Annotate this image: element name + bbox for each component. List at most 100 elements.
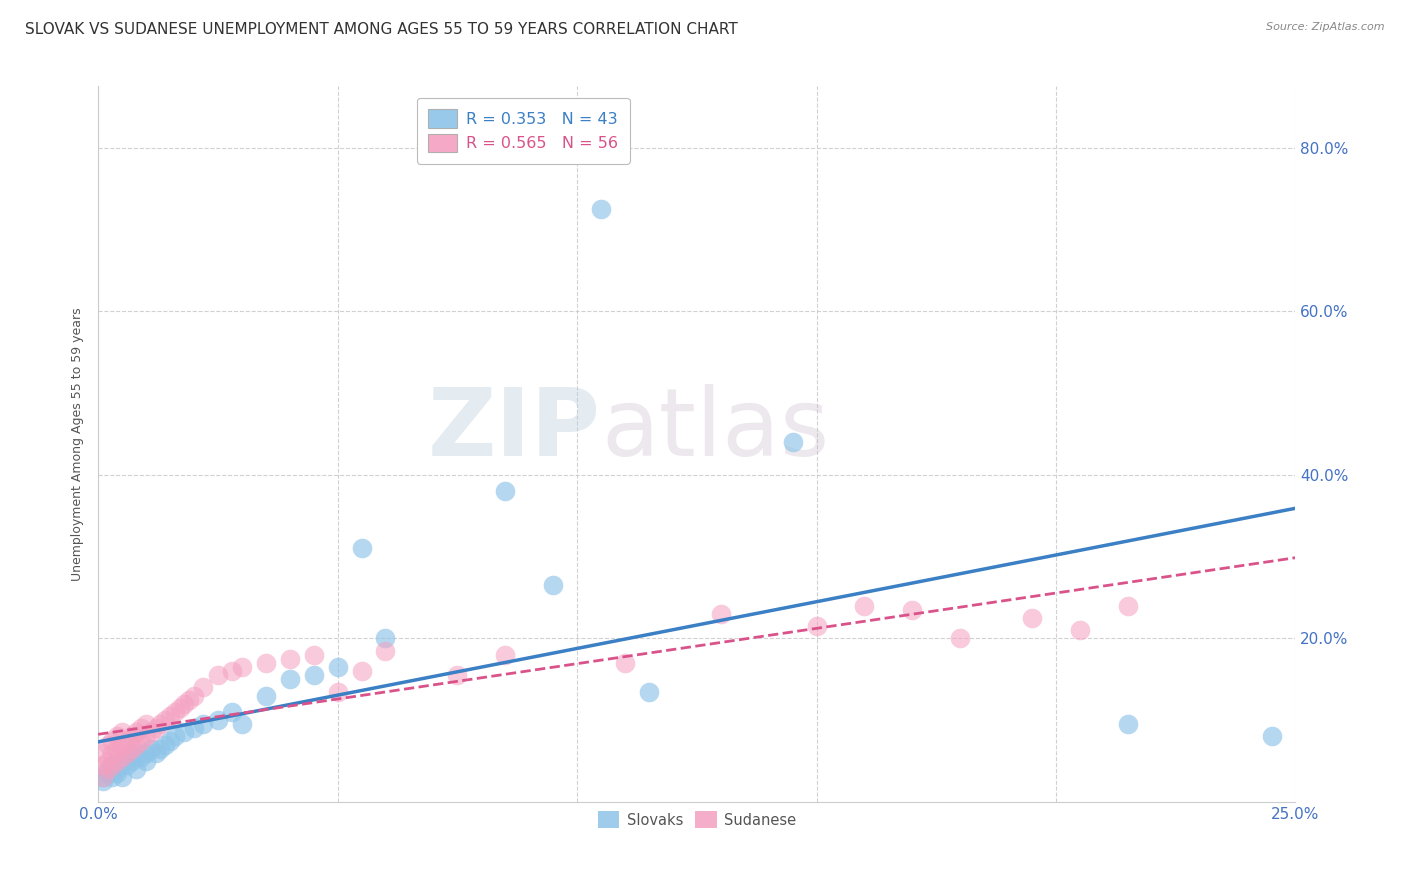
Point: [91, 771, 114, 785]
Point: [806, 619, 828, 633]
Point: [638, 684, 661, 698]
Point: [105, 741, 128, 756]
Point: [782, 435, 804, 450]
Point: [183, 721, 205, 735]
Point: [91, 746, 114, 760]
Point: [115, 758, 138, 772]
Point: [254, 656, 277, 670]
Point: [173, 697, 195, 711]
Text: SLOVAK VS SUDANESE UNEMPLOYMENT AMONG AGES 55 TO 59 YEARS CORRELATION CHART: SLOVAK VS SUDANESE UNEMPLOYMENT AMONG AG…: [25, 22, 738, 37]
Point: [350, 664, 373, 678]
Point: [91, 774, 114, 789]
Point: [153, 738, 176, 752]
Point: [374, 632, 396, 646]
Text: ZIP: ZIP: [429, 384, 600, 475]
Point: [129, 750, 152, 764]
Legend: Slovaks, Sudanese: Slovaks, Sudanese: [592, 805, 801, 834]
Point: [111, 738, 134, 752]
Point: [207, 713, 229, 727]
Point: [494, 484, 516, 499]
Point: [302, 668, 325, 682]
Point: [494, 648, 516, 662]
Point: [145, 746, 167, 760]
Point: [1069, 623, 1091, 637]
Point: [949, 632, 972, 646]
Point: [115, 746, 138, 760]
Point: [221, 705, 243, 719]
Point: [159, 709, 181, 723]
Point: [278, 652, 301, 666]
Point: [221, 664, 243, 678]
Point: [159, 733, 181, 747]
Point: [101, 758, 124, 772]
Point: [1116, 599, 1139, 613]
Point: [129, 733, 152, 747]
Point: [105, 766, 128, 780]
Point: [111, 725, 134, 739]
Point: [446, 668, 468, 682]
Point: [613, 656, 636, 670]
Point: [139, 725, 162, 739]
Point: [101, 733, 124, 747]
Point: [125, 746, 148, 760]
Text: Source: ZipAtlas.com: Source: ZipAtlas.com: [1267, 22, 1385, 32]
Point: [129, 721, 152, 735]
Point: [105, 762, 128, 776]
Point: [163, 730, 186, 744]
Point: [374, 643, 396, 657]
Point: [121, 741, 143, 756]
Point: [97, 738, 120, 752]
Point: [135, 717, 157, 731]
Point: [135, 746, 157, 760]
Point: [111, 771, 134, 785]
Point: [541, 578, 564, 592]
Point: [125, 738, 148, 752]
Point: [153, 713, 176, 727]
Point: [302, 648, 325, 662]
Point: [97, 754, 120, 768]
Point: [853, 599, 876, 613]
Point: [589, 202, 612, 216]
Point: [149, 717, 172, 731]
Point: [179, 692, 201, 706]
Point: [125, 725, 148, 739]
Point: [135, 754, 157, 768]
Point: [183, 689, 205, 703]
Point: [111, 750, 134, 764]
Point: [115, 733, 138, 747]
Point: [163, 705, 186, 719]
Point: [97, 762, 120, 776]
Point: [121, 754, 143, 768]
Point: [207, 668, 229, 682]
Point: [326, 660, 349, 674]
Point: [101, 758, 124, 772]
Point: [91, 771, 114, 785]
Point: [105, 754, 128, 768]
Point: [91, 758, 114, 772]
Point: [278, 672, 301, 686]
Point: [101, 771, 124, 785]
Point: [105, 730, 128, 744]
Point: [231, 717, 253, 731]
Point: [125, 762, 148, 776]
Point: [173, 725, 195, 739]
Text: atlas: atlas: [600, 384, 830, 475]
Point: [135, 730, 157, 744]
Point: [169, 701, 191, 715]
Point: [326, 684, 349, 698]
Point: [121, 730, 143, 744]
Point: [121, 750, 143, 764]
Point: [231, 660, 253, 674]
Point: [97, 766, 120, 780]
Point: [1021, 611, 1043, 625]
Point: [1116, 717, 1139, 731]
Point: [710, 607, 733, 621]
Point: [139, 741, 162, 756]
Point: [193, 681, 215, 695]
Y-axis label: Unemployment Among Ages 55 to 59 years: Unemployment Among Ages 55 to 59 years: [72, 308, 84, 581]
Point: [901, 603, 924, 617]
Point: [1260, 730, 1282, 744]
Point: [111, 754, 134, 768]
Point: [254, 689, 277, 703]
Point: [149, 741, 172, 756]
